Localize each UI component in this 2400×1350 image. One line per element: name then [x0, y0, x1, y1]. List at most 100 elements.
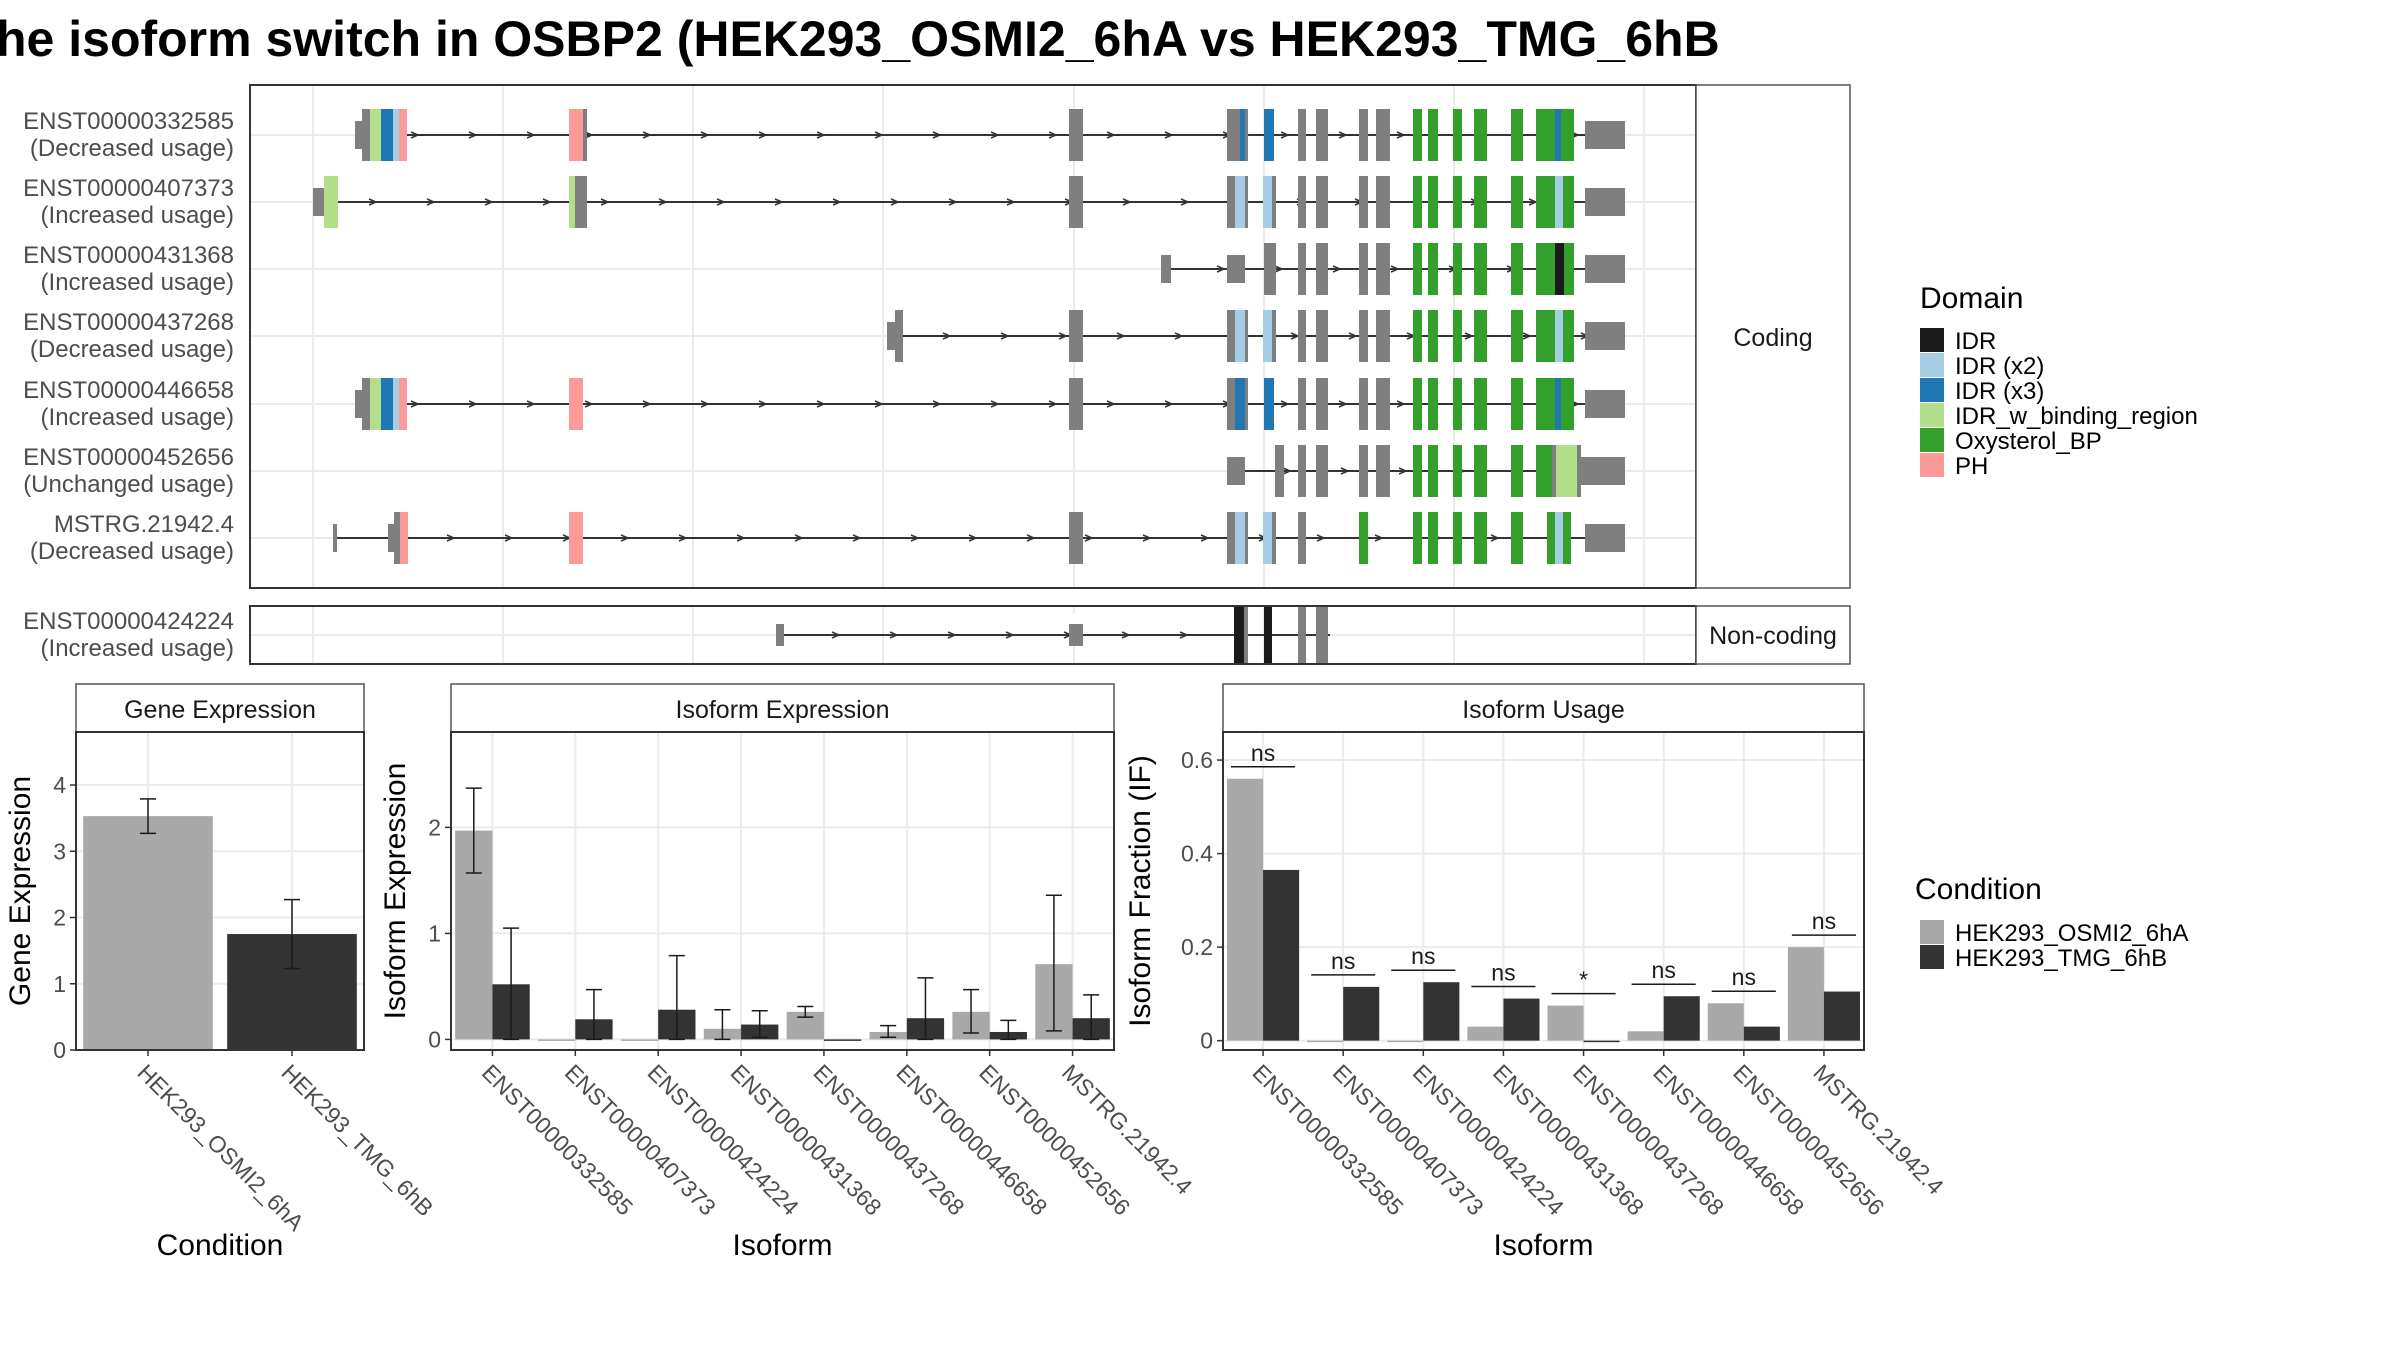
exon: [1264, 607, 1272, 663]
strand-arrow: [1374, 534, 1384, 542]
exon: [1547, 243, 1555, 295]
exon: [1511, 109, 1523, 161]
exon: [1585, 322, 1625, 350]
exon: [1413, 310, 1422, 362]
strand-arrow: [410, 131, 420, 139]
exon: [1453, 378, 1462, 430]
y-tick-label: 0.4: [1181, 841, 1213, 867]
strand-arrow: [932, 131, 942, 139]
exon: [1413, 176, 1422, 228]
exon: [1547, 445, 1552, 497]
strand-arrow: [368, 198, 378, 206]
strand-arrow: [1396, 131, 1406, 139]
transcript-usage-label: (Decreased usage): [30, 538, 234, 565]
exon: [1264, 378, 1274, 430]
exon: [1263, 176, 1272, 228]
bar: [1423, 982, 1460, 1041]
strand-arrow: [1005, 631, 1015, 639]
legend-key: [1920, 453, 1944, 477]
significance-label: ns: [1732, 964, 1756, 990]
exon: [1376, 310, 1390, 362]
legend-label: HEK293_OSMI2_6hA: [1955, 920, 2188, 947]
strand-arrow: [716, 198, 726, 206]
exon: [1474, 445, 1487, 497]
strand-arrow: [1000, 332, 1010, 340]
exon: [1235, 176, 1245, 228]
exon: [1555, 176, 1563, 228]
significance-label: ns: [1812, 908, 1836, 934]
strand-arrow: [1026, 534, 1036, 542]
transcript-structure-panel: CodingNon-codingENST00000332585(Decrease…: [23, 84, 1851, 665]
exon: [1585, 524, 1625, 552]
exon: [1272, 176, 1276, 228]
exon: [1453, 243, 1462, 295]
x-tick-label: ENST00000332585: [477, 1059, 638, 1220]
exon: [1413, 243, 1422, 295]
exon: [370, 109, 381, 161]
panel-strip: [450, 683, 1115, 733]
strand-arrow: [1164, 131, 1174, 139]
exon: [1547, 378, 1555, 430]
exon: [1316, 310, 1328, 362]
y-tick-label: 4: [53, 772, 66, 798]
strand-arrow: [678, 534, 688, 542]
exon: [1511, 445, 1523, 497]
exon: [1511, 512, 1523, 564]
strand-arrow: [700, 131, 710, 139]
exon: [1428, 243, 1438, 295]
y-tick-label: 2: [53, 905, 66, 931]
y-tick-label: 0: [1200, 1028, 1213, 1054]
significance-label: *: [1579, 967, 1588, 993]
exon: [1536, 176, 1548, 228]
strand-arrow: [831, 631, 841, 639]
bar: [538, 1039, 576, 1041]
legend-label: PH: [1955, 453, 1988, 480]
y-tick-label: 0: [53, 1037, 66, 1063]
exon: [1536, 243, 1548, 295]
exon: [1561, 378, 1571, 430]
strand-arrow: [1180, 198, 1190, 206]
x-tick-label: ENST00000407373: [1328, 1059, 1489, 1220]
exon: [1359, 512, 1368, 564]
transcript-id-label: ENST00000431368: [23, 242, 234, 269]
strand-arrow: [1084, 534, 1094, 542]
x-tick-label: ENST00000424224: [1408, 1059, 1569, 1220]
x-axis-title: Isoform: [732, 1229, 832, 1262]
exon: [1511, 176, 1523, 228]
x-tick-label: ENST00000446658: [891, 1059, 1052, 1220]
exon: [1227, 176, 1235, 228]
exon: [324, 176, 338, 228]
exon: [1359, 176, 1368, 228]
transcript-usage-label: (Increased usage): [41, 404, 234, 431]
transcript-track: [1227, 445, 1625, 497]
isoform-usage-panel: Isoform Usage 0 0.2 0.4 0.6 ns ns ns ns * ns ns ns EN…: [1124, 683, 1949, 1262]
exon: [1563, 310, 1571, 362]
exon: [569, 512, 583, 564]
exon: [1428, 176, 1438, 228]
domain-legend-title: Domain: [1920, 282, 2023, 315]
strand-arrow: [832, 198, 842, 206]
exon: [1536, 378, 1548, 430]
panel-border: [75, 731, 365, 1051]
exon: [1235, 378, 1245, 430]
strand-arrow: [874, 131, 884, 139]
transcript-usage-label: (Increased usage): [41, 202, 234, 229]
exon: [399, 109, 407, 161]
bar: [1583, 1040, 1620, 1043]
strand-arrow: [620, 534, 630, 542]
exon: [1428, 445, 1438, 497]
x-tick-label: ENST00000332585: [1248, 1059, 1409, 1220]
exon: [1275, 445, 1284, 497]
strand-arrow: [1332, 265, 1342, 273]
bar: [1387, 1040, 1424, 1043]
strand-arrow: [889, 631, 899, 639]
strand-arrow: [446, 534, 456, 542]
legend-key: [1920, 353, 1944, 377]
exon: [1413, 512, 1422, 564]
exon: [1227, 255, 1245, 283]
strand-arrow: [736, 534, 746, 542]
bar: [1787, 947, 1824, 1041]
transcript-track: [776, 607, 1330, 663]
transcript-id-label: MSTRG.21942.4: [54, 511, 234, 538]
strand-arrow: [410, 400, 420, 408]
